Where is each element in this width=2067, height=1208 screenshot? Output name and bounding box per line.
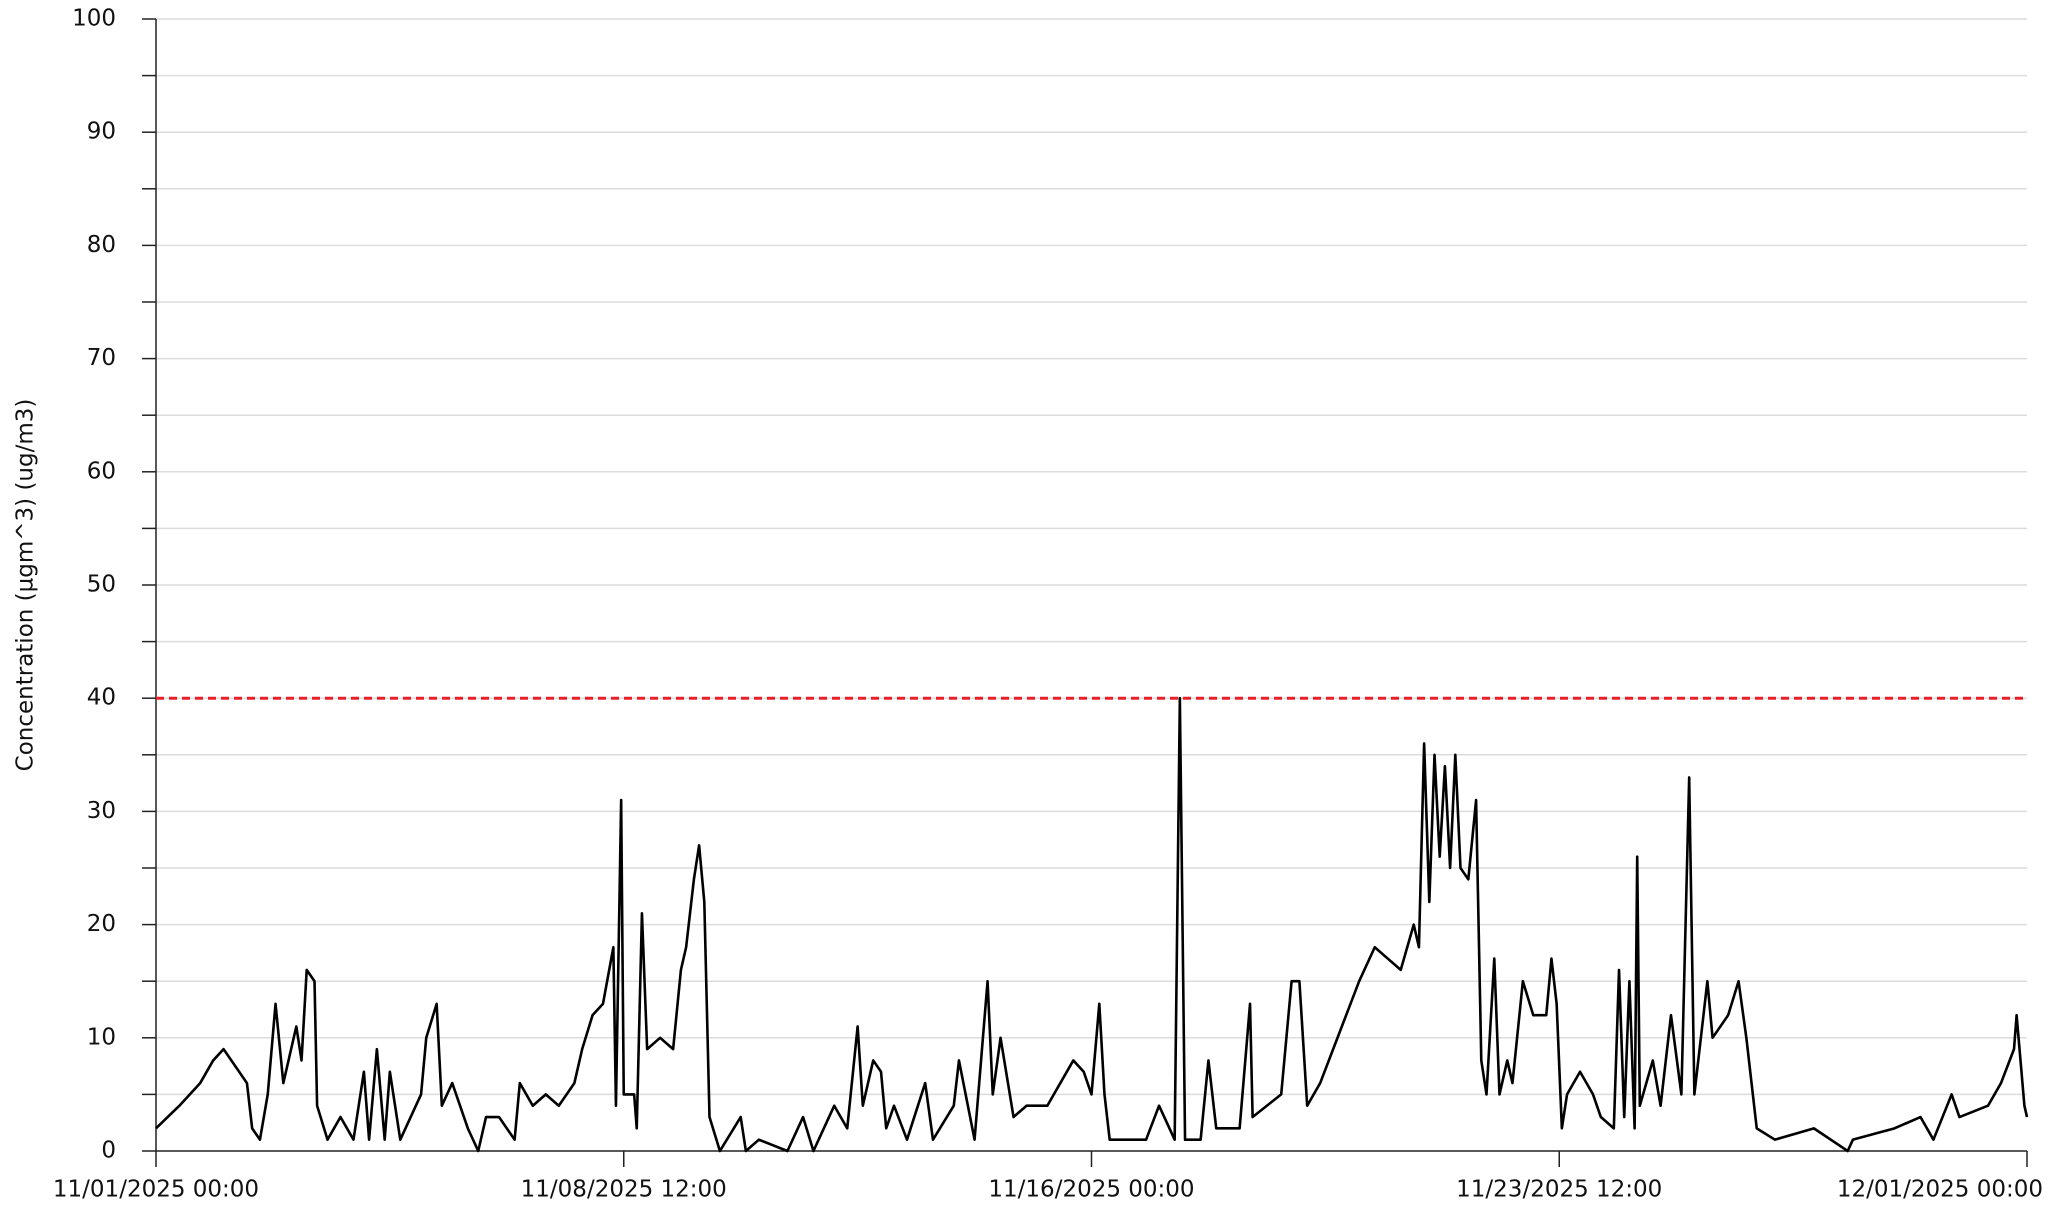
y-tick-label: 80: [87, 232, 116, 258]
y-tick-label: 90: [87, 119, 116, 145]
x-tick-label: 11/23/2025 12:00: [1456, 1177, 1662, 1203]
x-tick-label: 11/16/2025 00:00: [988, 1177, 1194, 1203]
x-tick-label: 11/08/2025 12:00: [521, 1177, 727, 1203]
x-tick-label: 12/01/2025 00:00: [1837, 1177, 2043, 1203]
y-tick-label: 50: [87, 572, 116, 598]
x-tick-label: 11/01/2025 00:00: [53, 1177, 259, 1203]
y-tick-label: 10: [87, 1024, 116, 1050]
y-tick-label: 0: [101, 1138, 116, 1164]
y-axis-title: Concentration (µgm^3) (ug/m3): [13, 399, 39, 772]
y-tick-label: 20: [87, 911, 116, 937]
y-tick-label: 60: [87, 458, 116, 484]
data-line: [155, 696, 2029, 1153]
y-tick-label: 40: [87, 685, 116, 711]
y-tick-label: 70: [87, 345, 116, 371]
y-tick-label: 30: [87, 798, 116, 824]
y-tick-label: 100: [72, 6, 116, 32]
